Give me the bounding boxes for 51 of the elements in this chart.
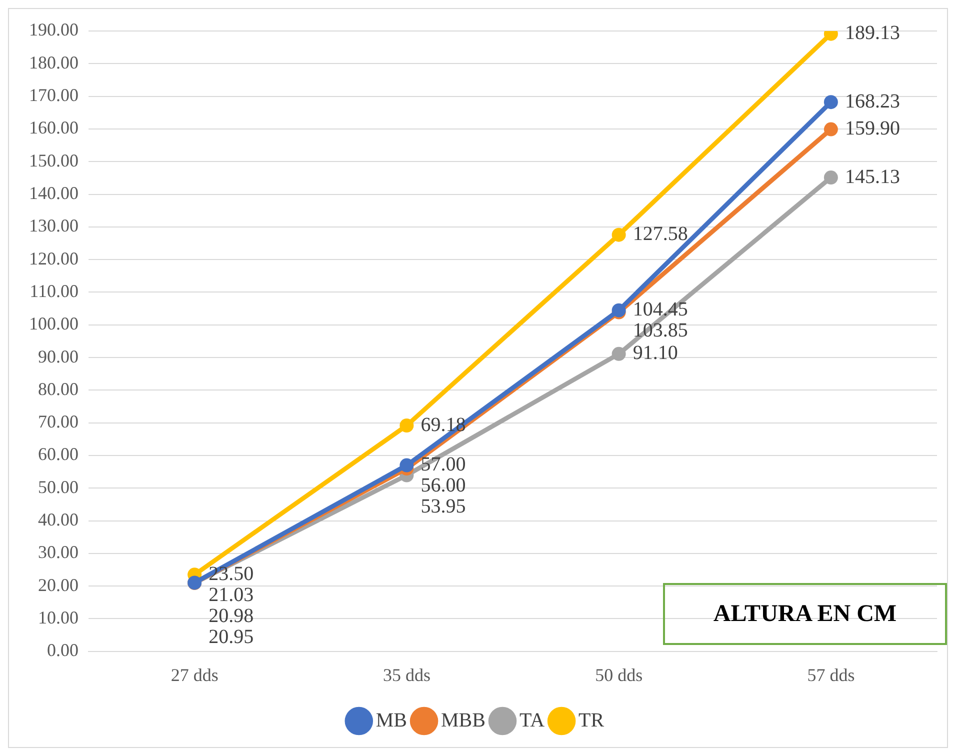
data-label: 57.00	[420, 454, 466, 476]
point	[612, 346, 626, 361]
data-label: 21.03	[208, 584, 254, 606]
y-tick-label: 90.00	[38, 346, 78, 366]
y-tick-label: 30.00	[38, 542, 78, 562]
point	[400, 458, 414, 472]
data-label: 103.85	[632, 320, 688, 342]
data-label: 159.90	[844, 118, 900, 140]
y-tick-label: 40.00	[38, 510, 78, 530]
legend-label: MBB	[441, 709, 486, 732]
data-label: 20.98	[208, 604, 254, 627]
y-tick-label: 100.00	[29, 314, 78, 334]
y-tick-label: 20.00	[38, 574, 78, 595]
data-label: 189.13	[844, 22, 900, 44]
point	[824, 95, 838, 110]
y-tick-label: 190.00	[29, 20, 78, 40]
x-tick-label: 27 dds	[170, 664, 218, 685]
point	[824, 170, 838, 185]
y-tick-label: 0.00	[47, 640, 78, 660]
legend-label: MB	[376, 709, 408, 732]
y-tick-label: 160.00	[29, 118, 78, 138]
data-label: 91.10	[632, 342, 678, 364]
point	[612, 228, 626, 242]
data-label: 53.95	[420, 496, 466, 518]
data-label: 56.00	[420, 474, 466, 497]
y-tick-label: 140.00	[29, 183, 78, 203]
y-tick-label: 110.00	[30, 280, 78, 301]
data-label: 168.23	[844, 90, 900, 112]
legend-label: TA	[519, 709, 546, 732]
x-tick-label: 35 dds	[382, 664, 430, 685]
point	[400, 418, 414, 433]
y-tick-label: 50.00	[38, 476, 78, 497]
data-label: 104.45	[632, 298, 688, 321]
y-tick-label: 120.00	[29, 248, 78, 268]
y-tick-label: 70.00	[38, 412, 78, 432]
x-tick-label: 57 dds	[807, 664, 855, 685]
text: ALTURA EN CM	[663, 583, 947, 645]
y-tick-label: 150.00	[29, 150, 78, 170]
y-tick-label: 10.00	[38, 607, 78, 628]
data-label: 23.50	[208, 562, 254, 585]
y-tick-label: 170.00	[29, 85, 78, 106]
y-tick-label: 180.00	[29, 52, 78, 72]
x-tick-label: 50 dds	[595, 664, 643, 685]
legend-label: TR	[578, 709, 605, 732]
y-tick-label: 130.00	[29, 216, 78, 236]
data-label: 20.95	[208, 626, 254, 648]
y-tick-label: 80.00	[38, 378, 78, 399]
point	[824, 122, 838, 136]
data-label: 127.58	[632, 223, 688, 246]
y-tick-label: 60.00	[38, 444, 78, 464]
data-label: 145.13	[844, 166, 900, 188]
